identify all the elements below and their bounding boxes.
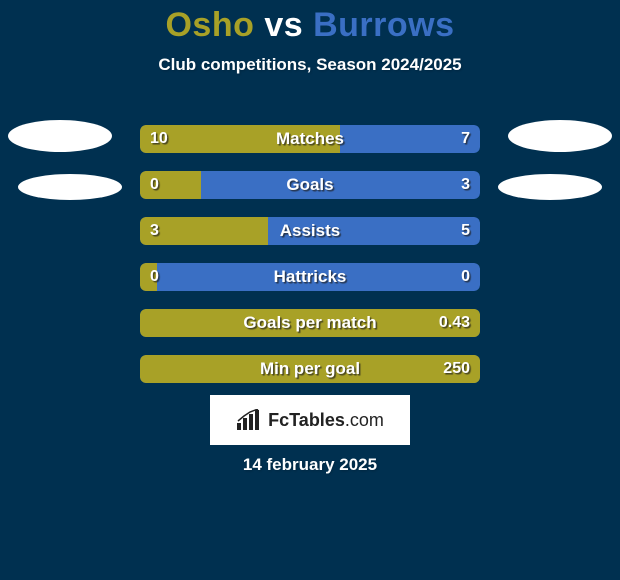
player1-avatar: [8, 120, 112, 152]
stat-label: Matches: [140, 125, 480, 153]
fctables-icon: [236, 409, 262, 431]
logo-tld: .com: [345, 410, 384, 430]
date-text: 14 february 2025: [0, 455, 620, 475]
stat-label: Assists: [140, 217, 480, 245]
stat-right-value: 5: [461, 217, 470, 245]
stat-row: Min per goal250: [140, 355, 480, 383]
stat-row: Matches10 7: [140, 125, 480, 153]
stat-row: Goals0 3: [140, 171, 480, 199]
player1-name: Osho: [165, 6, 254, 44]
stat-bars: Matches107Goals03Assists35Hattricks00Goa…: [140, 125, 480, 401]
comparison-card: Osho vs Burrows Club competitions, Seaso…: [0, 0, 620, 580]
stat-right-value: 3: [461, 171, 470, 199]
logo-brand: FcTables: [268, 410, 345, 430]
stat-left-value: 0: [150, 263, 159, 291]
source-logo-text: FcTables.com: [268, 410, 384, 431]
stat-right-value: 0.43: [439, 309, 470, 337]
stat-left-value: 0: [150, 171, 159, 199]
player2-club-logo: [498, 174, 602, 200]
player2-name: Burrows: [313, 6, 454, 44]
subtitle: Club competitions, Season 2024/2025: [0, 55, 620, 75]
player1-club-logo: [18, 174, 122, 200]
stat-row: Hattricks0 0: [140, 263, 480, 291]
stat-left-value: 10: [150, 125, 168, 153]
player2-avatar: [508, 120, 612, 152]
vs-text: vs: [264, 6, 303, 44]
stat-row: Goals per match0.43: [140, 309, 480, 337]
stat-label: Goals: [140, 171, 480, 199]
stat-right-value: 7: [461, 125, 470, 153]
stat-row: Assists3 5: [140, 217, 480, 245]
stat-label: Hattricks: [140, 263, 480, 291]
comparison-title: Osho vs Burrows: [0, 0, 620, 45]
source-logo-box: FcTables.com: [210, 395, 410, 445]
stat-label: Goals per match: [140, 309, 480, 337]
stat-left-value: 3: [150, 217, 159, 245]
stat-right-value: 250: [443, 355, 470, 383]
stat-right-value: 0: [461, 263, 470, 291]
stat-label: Min per goal: [140, 355, 480, 383]
